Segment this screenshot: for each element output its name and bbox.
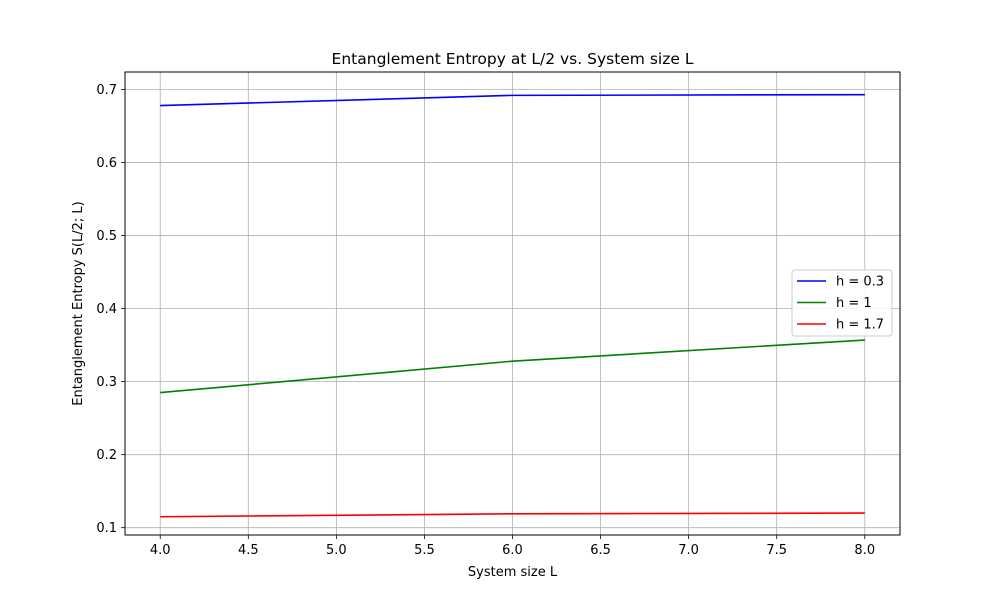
x-tick-label: 5.5	[414, 543, 435, 558]
grid	[125, 72, 900, 535]
series-line-h-1	[160, 339, 865, 394]
chart-title: Entanglement Entropy at L/2 vs. System s…	[332, 50, 694, 68]
series-line-h-1-7	[160, 512, 865, 518]
legend-box	[791, 269, 893, 337]
legend-label: h = 0.3	[836, 275, 884, 290]
y-tick-label: 0.2	[96, 448, 117, 463]
x-tick-label: 7.0	[678, 543, 699, 558]
series-line-h-0-3	[160, 93, 865, 107]
x-tick-label: 4.5	[238, 543, 259, 558]
x-axis-label: System size L	[468, 565, 558, 580]
legend-label: h = 1.7	[836, 318, 884, 333]
x-tick-label: 7.5	[766, 543, 787, 558]
legend: h = 0.3 h = 1 h = 1.7	[791, 269, 893, 337]
x-tick-label: 5.0	[326, 543, 347, 558]
x-tick-label: 8.0	[854, 543, 875, 558]
y-tick-label: 0.1	[96, 521, 117, 536]
y-axis-label: Entanglement Entropy S(L/2; L)	[71, 201, 86, 405]
y-tick-label: 0.7	[96, 83, 117, 98]
series-lines	[160, 93, 865, 518]
y-tick-label: 0.6	[96, 156, 117, 171]
y-tick-label: 0.4	[96, 302, 117, 317]
x-tick-label: 6.5	[590, 543, 611, 558]
legend-label: h = 1	[836, 296, 872, 311]
legend-items: h = 0.3 h = 1 h = 1.7	[797, 275, 884, 333]
axis-ticks: 4.0 4.5 5.0 5.5 6.0 6.5 7.0 7.5 8.0 0.1 0.2 0.3 0.4 0…	[96, 83, 875, 558]
x-tick-label: 6.0	[502, 543, 523, 558]
y-tick-label: 0.5	[96, 229, 117, 244]
y-tick-label: 0.3	[96, 375, 117, 390]
x-tick-label: 4.0	[150, 543, 171, 558]
